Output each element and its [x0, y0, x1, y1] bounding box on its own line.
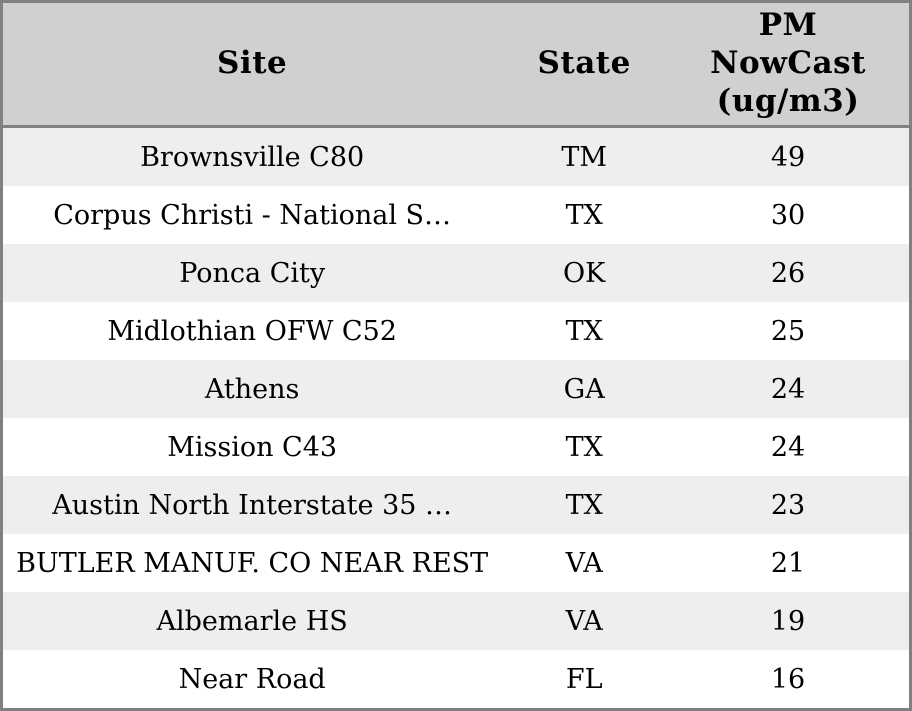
- table-row: Austin North Interstate 35 … TX 23: [3, 476, 909, 534]
- cell-value: 30: [667, 186, 909, 244]
- header-row: Site State PM NowCast (ug/m3): [3, 3, 909, 128]
- cell-site: Austin North Interstate 35 …: [3, 476, 502, 534]
- table-row: Albemarle HS VA 19: [3, 592, 909, 650]
- cell-value: 16: [667, 650, 909, 708]
- cell-site: Mission C43: [3, 418, 502, 476]
- cell-state: TM: [501, 126, 668, 186]
- cell-state: GA: [501, 360, 668, 418]
- cell-value: 21: [667, 534, 909, 592]
- cell-site: Athens: [3, 360, 502, 418]
- table-header: Site State PM NowCast (ug/m3): [3, 3, 909, 128]
- column-header-pm-nowcast: PM NowCast (ug/m3): [667, 3, 909, 128]
- cell-site: Corpus Christi - National S…: [3, 186, 502, 244]
- table-row: Midlothian OFW C52 TX 25: [3, 302, 909, 360]
- cell-value: 23: [667, 476, 909, 534]
- table-body: Brownsville C80 TM 49 Corpus Christi - N…: [3, 126, 909, 708]
- cell-state: TX: [501, 476, 668, 534]
- cell-state: TX: [501, 302, 668, 360]
- cell-site: Albemarle HS: [3, 592, 502, 650]
- table-row: BUTLER MANUF. CO NEAR REST VA 21: [3, 534, 909, 592]
- cell-site: Brownsville C80: [3, 126, 502, 186]
- cell-value: 19: [667, 592, 909, 650]
- table-row: Brownsville C80 TM 49: [3, 126, 909, 186]
- cell-state: TX: [501, 418, 668, 476]
- data-table: Site State PM NowCast (ug/m3) Brownsvill…: [3, 3, 909, 708]
- table-row: Mission C43 TX 24: [3, 418, 909, 476]
- cell-site: Near Road: [3, 650, 502, 708]
- cell-value: 25: [667, 302, 909, 360]
- table-row: Near Road FL 16: [3, 650, 909, 708]
- table-row: Athens GA 24: [3, 360, 909, 418]
- cell-state: FL: [501, 650, 668, 708]
- cell-value: 26: [667, 244, 909, 302]
- cell-value: 24: [667, 418, 909, 476]
- cell-state: TX: [501, 186, 668, 244]
- cell-site: Ponca City: [3, 244, 502, 302]
- column-header-site: Site: [3, 3, 502, 128]
- table-row: Ponca City OK 26: [3, 244, 909, 302]
- cell-site: BUTLER MANUF. CO NEAR REST: [3, 534, 502, 592]
- cell-state: VA: [501, 534, 668, 592]
- table-row: Corpus Christi - National S… TX 30: [3, 186, 909, 244]
- column-header-state: State: [501, 3, 668, 128]
- cell-state: VA: [501, 592, 668, 650]
- cell-site: Midlothian OFW C52: [3, 302, 502, 360]
- cell-value: 24: [667, 360, 909, 418]
- cell-state: OK: [501, 244, 668, 302]
- cell-value: 49: [667, 126, 909, 186]
